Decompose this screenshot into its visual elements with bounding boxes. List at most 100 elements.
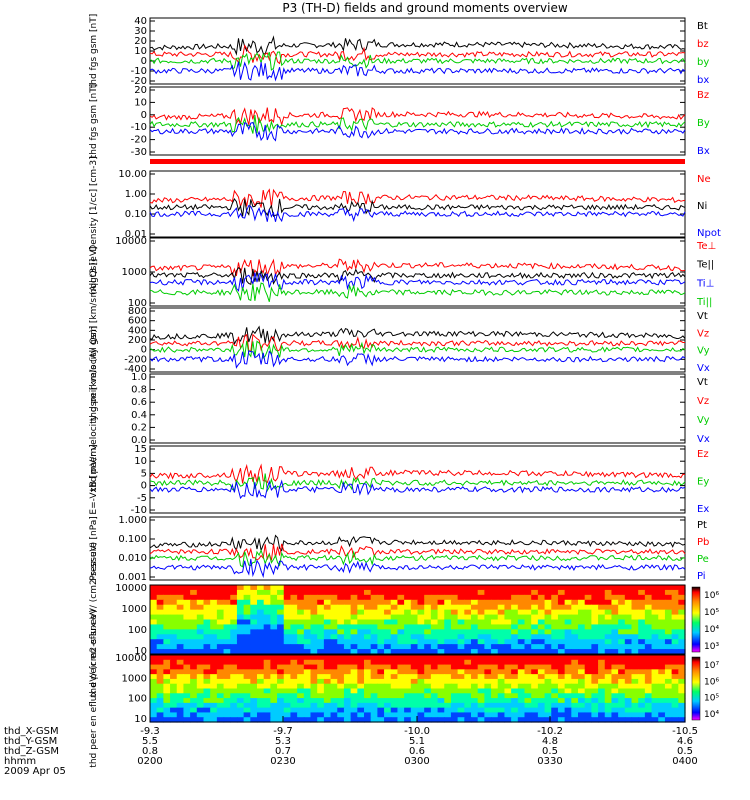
heatmap-cell bbox=[511, 634, 519, 640]
heatmap-cell bbox=[591, 589, 599, 596]
y-axis-label: thd fgs gsm [nT] bbox=[89, 84, 99, 159]
heatmap-cell bbox=[430, 698, 439, 704]
heatmap-cell bbox=[678, 599, 686, 606]
heatmap-cell bbox=[511, 594, 519, 601]
heatmap-cell bbox=[644, 698, 653, 704]
heatmap-cell bbox=[243, 639, 251, 645]
heatmap-cell bbox=[170, 683, 178, 690]
heatmap-cell bbox=[330, 688, 338, 694]
heatmap-cell bbox=[257, 712, 265, 718]
heatmap-cell bbox=[337, 712, 345, 718]
heatmap-cell bbox=[678, 678, 686, 685]
heatmap-cell bbox=[611, 594, 619, 601]
legend-entry: bz bbox=[697, 39, 709, 50]
heatmap-cell bbox=[491, 707, 499, 714]
heatmap-cell bbox=[257, 599, 265, 606]
heatmap-cell bbox=[631, 614, 639, 621]
heatmap-cell bbox=[491, 698, 499, 704]
heatmap-cell bbox=[190, 629, 198, 635]
heatmap-cell bbox=[618, 644, 626, 650]
heatmap-cell bbox=[450, 594, 459, 601]
heatmap-cell bbox=[664, 674, 673, 680]
heatmap-cell bbox=[310, 678, 318, 685]
heatmap-cell bbox=[343, 585, 352, 591]
y-tick-label: 200 bbox=[128, 335, 147, 346]
heatmap-cell bbox=[283, 585, 292, 591]
heatmap-cell bbox=[491, 629, 499, 635]
heatmap-cell bbox=[404, 604, 412, 611]
heatmap-cell bbox=[557, 609, 566, 616]
heatmap-cell bbox=[310, 585, 318, 591]
heatmap-cell bbox=[644, 702, 653, 709]
heatmap-cell bbox=[564, 698, 572, 704]
heatmap-cell bbox=[658, 599, 666, 606]
heatmap-cell bbox=[216, 639, 225, 645]
heatmap-cell bbox=[430, 664, 439, 670]
heatmap-cell bbox=[257, 688, 265, 694]
heatmap-cell bbox=[223, 707, 231, 714]
heatmap-cell bbox=[377, 707, 385, 714]
heatmap-cell bbox=[437, 604, 445, 611]
heatmap-cell bbox=[537, 649, 546, 655]
heatmap-cell bbox=[417, 702, 425, 709]
heatmap-cell bbox=[384, 644, 392, 650]
heatmap-cell bbox=[263, 594, 271, 601]
heatmap-cell bbox=[350, 585, 358, 591]
heatmap-cell bbox=[337, 717, 345, 723]
heatmap-cell bbox=[163, 629, 171, 635]
heatmap-cell bbox=[350, 619, 358, 626]
heatmap-cell bbox=[430, 678, 439, 685]
heatmap-cell bbox=[484, 609, 492, 616]
heatmap-cell bbox=[390, 712, 399, 718]
heatmap-cell bbox=[190, 649, 198, 655]
heatmap-cell bbox=[497, 634, 506, 640]
footer-value: -10.5 bbox=[672, 726, 698, 737]
heatmap-cell bbox=[257, 649, 265, 655]
heatmap-cell bbox=[156, 688, 164, 694]
heatmap-cell bbox=[678, 649, 686, 655]
legend-entry: Ni bbox=[697, 201, 707, 212]
heatmap-cell bbox=[578, 693, 586, 699]
heatmap-cell bbox=[257, 659, 265, 666]
series-line bbox=[149, 463, 686, 484]
heatmap-cell bbox=[584, 702, 592, 709]
heatmap-cell bbox=[571, 624, 579, 630]
heatmap-cell bbox=[163, 664, 171, 670]
footer-row-label: thd_Z-GSM bbox=[4, 746, 59, 757]
heatmap-cell bbox=[250, 604, 258, 611]
heatmap-cell bbox=[270, 614, 278, 621]
heatmap-cell bbox=[223, 655, 231, 661]
heatmap-cell bbox=[350, 698, 358, 704]
heatmap-cell bbox=[417, 659, 425, 666]
y-tick-label: 0 bbox=[141, 345, 147, 356]
heatmap-cell bbox=[551, 698, 559, 704]
heatmap-cell bbox=[464, 664, 472, 670]
heatmap-cell bbox=[437, 712, 445, 718]
heatmap-cell bbox=[424, 712, 432, 718]
heatmap-cell bbox=[664, 669, 673, 675]
heatmap-cell bbox=[176, 659, 185, 666]
heatmap-cell bbox=[397, 629, 405, 635]
y-axis-label: thd peer en eflux eV/ (cm2-s-sr-eV) bbox=[89, 609, 99, 767]
heatmap-cell bbox=[551, 639, 559, 645]
heatmap-cell bbox=[464, 614, 472, 621]
heatmap-cell bbox=[196, 655, 205, 661]
heatmap-cell bbox=[584, 717, 592, 723]
heatmap-cell bbox=[430, 688, 439, 694]
heatmap-cell bbox=[584, 649, 592, 655]
heatmap-cell bbox=[223, 693, 231, 699]
heatmap-cell bbox=[664, 639, 673, 645]
heatmap-cell bbox=[477, 688, 485, 694]
heatmap-cell bbox=[397, 712, 405, 718]
heatmap-cell bbox=[290, 659, 298, 666]
heatmap-cell bbox=[176, 649, 185, 655]
heatmap-cell bbox=[163, 619, 171, 626]
y-tick-label: -20 bbox=[131, 76, 147, 87]
heatmap-cell bbox=[343, 649, 352, 655]
heatmap-cell bbox=[377, 669, 385, 675]
heatmap-cell bbox=[223, 589, 231, 596]
heatmap-cell bbox=[491, 619, 499, 626]
heatmap-cell bbox=[624, 609, 633, 616]
heatmap-cell bbox=[671, 604, 679, 611]
heatmap-cell bbox=[537, 624, 546, 630]
